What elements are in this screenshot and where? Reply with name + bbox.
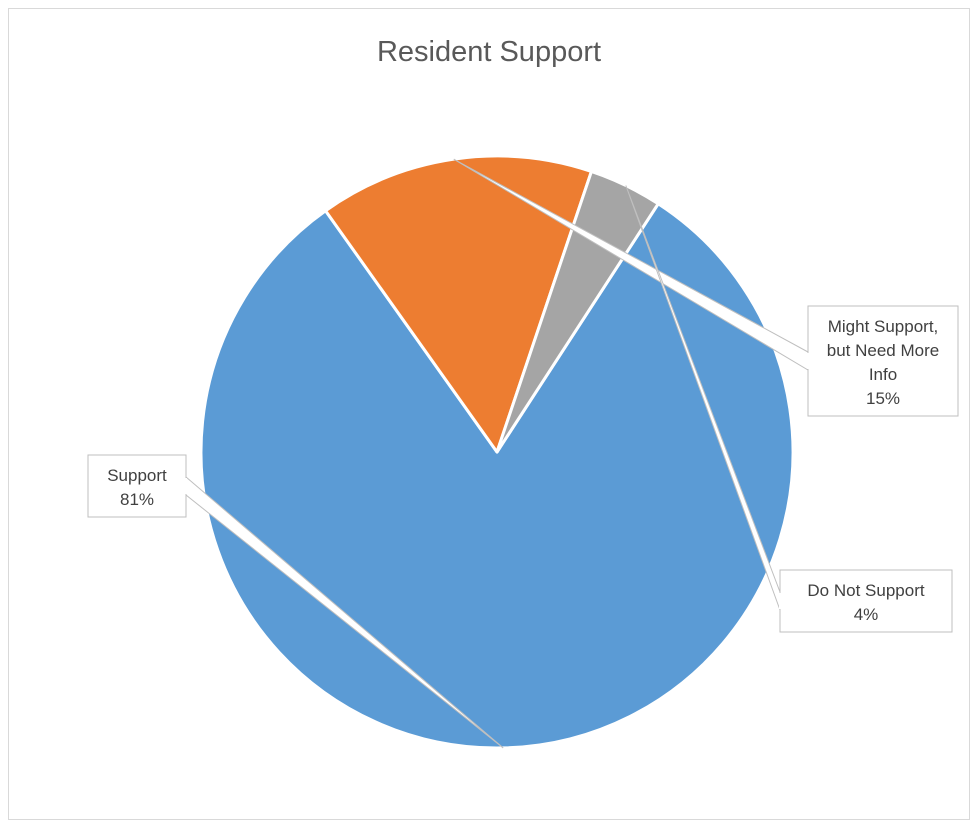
- data-label-line: Do Not Support: [807, 581, 924, 600]
- data-label-line: but Need More: [827, 341, 939, 360]
- data-label-might-support: Might Support, but Need More Info 15%: [453, 158, 959, 417]
- data-label-line: Info: [869, 365, 897, 384]
- label-box: [779, 569, 953, 633]
- data-label-line: 81%: [120, 490, 154, 509]
- data-label-support: Support 81%: [87, 454, 504, 749]
- data-label-line: 4%: [854, 605, 879, 624]
- data-label-do-not-support: Do Not Support 4%: [625, 185, 953, 633]
- label-box: [87, 454, 187, 518]
- data-label-line: 15%: [866, 389, 900, 408]
- chart-title: Resident Support: [376, 36, 602, 68]
- data-label-line: Might Support,: [828, 317, 939, 336]
- data-label-line: Support: [107, 466, 167, 485]
